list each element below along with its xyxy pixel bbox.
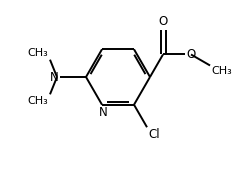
Text: Cl: Cl [148,128,160,141]
Text: N: N [50,71,59,83]
Text: CH₃: CH₃ [27,48,48,58]
Text: CH₃: CH₃ [211,67,232,77]
Text: O: O [186,48,195,61]
Text: CH₃: CH₃ [27,96,48,106]
Text: O: O [158,15,168,29]
Text: N: N [98,106,108,119]
